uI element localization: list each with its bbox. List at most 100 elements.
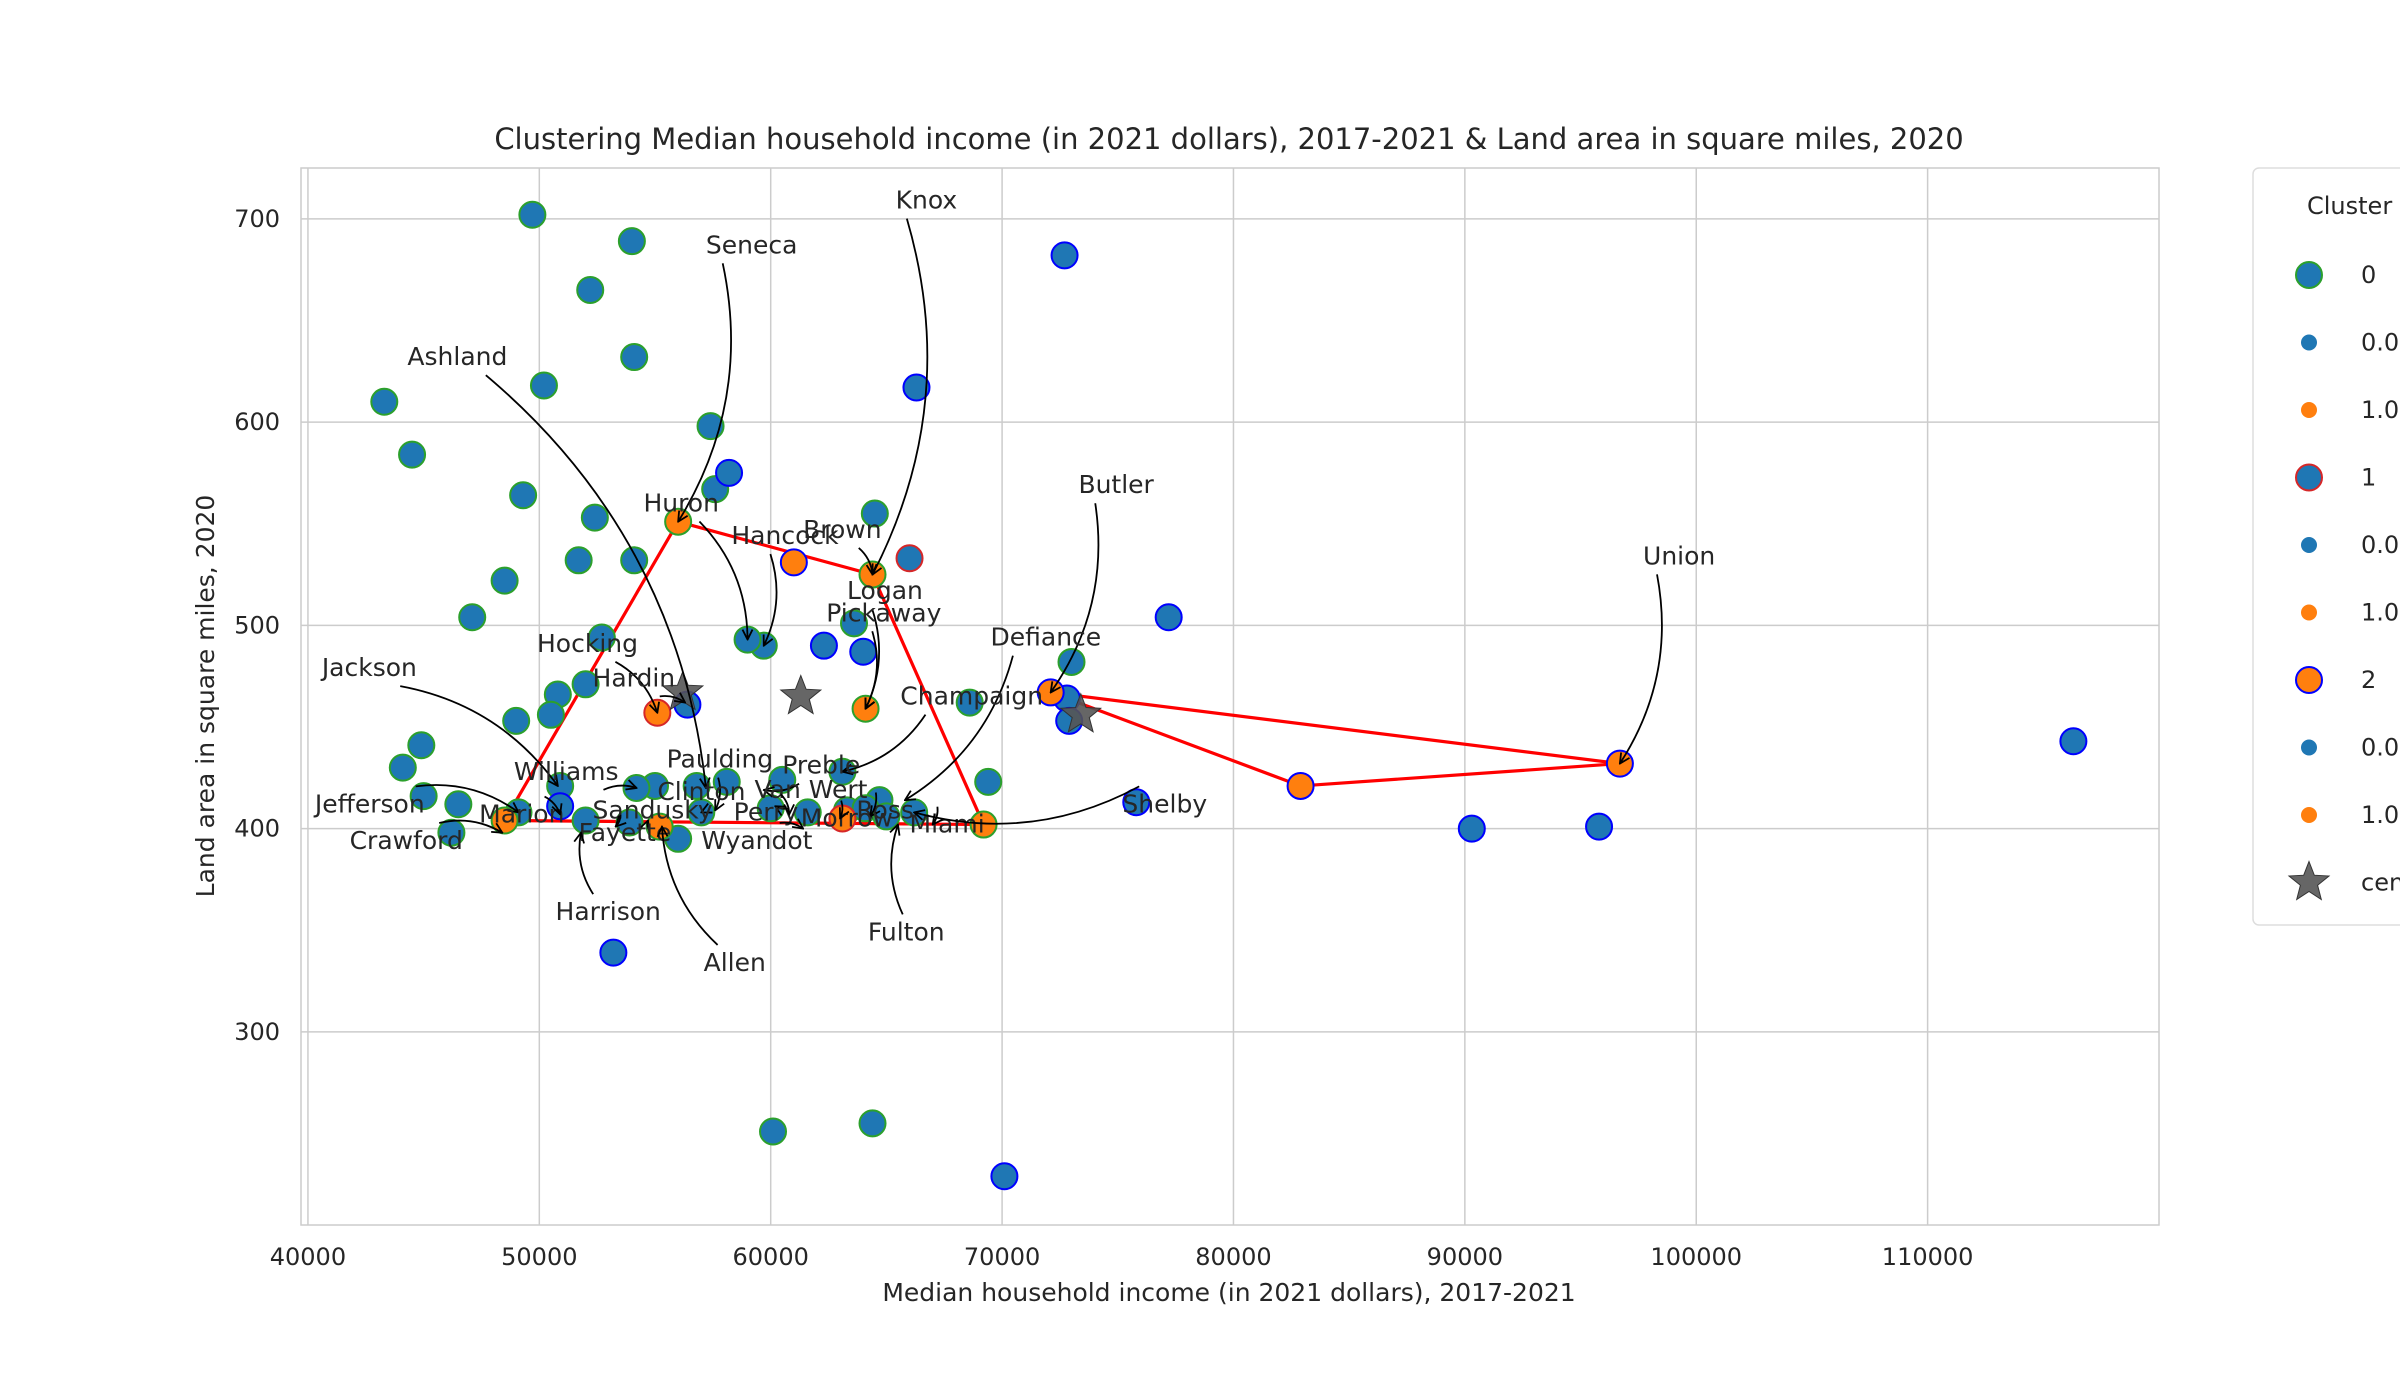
centroid-markers <box>661 670 1103 733</box>
data-point <box>576 275 605 304</box>
annotation-label: Hocking <box>537 629 638 658</box>
x-tick-label: 80000 <box>1195 1243 1271 1271</box>
annotation-label: Hardin <box>593 663 676 692</box>
annotation-arrow <box>891 825 904 915</box>
annotation-label: Ashland <box>407 342 507 371</box>
annotation-label: Jefferson <box>313 789 425 818</box>
annotation-label: Logan <box>847 576 923 605</box>
annotation-arrow <box>914 785 1140 825</box>
annotation-arrow <box>1051 503 1100 692</box>
annotation-label: Pickaway <box>826 598 941 627</box>
data-point <box>437 818 466 847</box>
data-point <box>990 1162 1019 1191</box>
data-point <box>715 458 744 487</box>
annotation-arrow <box>579 833 594 895</box>
annotation-label: Preble <box>782 751 860 780</box>
data-point <box>617 227 646 256</box>
data-point <box>2059 727 2088 756</box>
data-point <box>444 790 473 819</box>
annotation-arrow <box>678 263 732 521</box>
centroid-star <box>779 674 823 715</box>
legend-marker <box>2301 402 2317 418</box>
legend-label: 1.0 <box>2361 599 2399 627</box>
data-point <box>407 731 436 760</box>
x-axis-ticks: 40000 50000 60000 70000 80000 90000 100000 1100… <box>270 1243 1974 1271</box>
annotation-arrow <box>485 374 706 788</box>
data-point <box>809 631 838 660</box>
data-point <box>858 1109 887 1138</box>
y-tick-label: 700 <box>234 205 280 233</box>
annotation-label: Morrow <box>801 804 893 833</box>
data-point <box>1154 603 1183 632</box>
annotation-label: Huron <box>643 489 719 518</box>
data-point <box>518 200 547 229</box>
data-point <box>768 765 797 794</box>
annotation-label: Fayette <box>579 818 672 847</box>
annotation-label: Hancock <box>731 521 839 550</box>
annotation-arrow <box>780 793 789 814</box>
annotation-arrow <box>842 714 927 772</box>
annotation-arrow <box>647 820 648 828</box>
legend-star <box>2287 860 2331 901</box>
annotation-arrow <box>764 782 800 791</box>
annotation-label: Butler <box>1078 470 1154 499</box>
annotation-label: Allen <box>704 948 766 977</box>
legend-marker <box>2301 334 2317 351</box>
data-point <box>696 412 725 441</box>
data-point <box>1050 241 1079 270</box>
annotation-label: Clinton <box>657 777 745 806</box>
legend-marker <box>2301 807 2317 823</box>
annotation-arrow <box>715 777 720 811</box>
data-point <box>564 546 593 575</box>
annotation-arrow <box>1620 574 1663 763</box>
grid-lines <box>301 168 2159 1225</box>
data-point <box>502 706 531 735</box>
annotation-arrow <box>840 800 842 819</box>
x-axis-label: Median household income (in 2021 dollars… <box>882 1278 1575 1307</box>
data-point <box>458 603 487 632</box>
data-point <box>902 373 931 402</box>
annotation-label: Crawford <box>350 826 463 855</box>
x-tick-label: 70000 <box>964 1243 1040 1271</box>
annotation-arrow <box>544 795 561 815</box>
county-annotations: KnoxSenecaAshlandHuronHancockBrownLoganP… <box>313 186 1715 977</box>
data-point <box>860 499 889 528</box>
legend-label: 0.0 <box>2361 531 2399 559</box>
centroid-star <box>1059 692 1103 733</box>
annotation-label: Wyandot <box>701 826 812 855</box>
data-point <box>370 387 399 416</box>
annotation-arrow <box>659 696 685 703</box>
legend-marker <box>2301 537 2317 553</box>
annotation-arrow <box>866 631 878 708</box>
annotation-arrow <box>873 218 929 575</box>
data-point <box>974 767 1003 796</box>
data-point <box>779 548 808 577</box>
legend-frame <box>2252 167 2400 926</box>
plot-area <box>300 167 2160 1226</box>
data-point <box>409 782 438 811</box>
y-tick-label: 400 <box>234 815 280 843</box>
x-tick-label: 40000 <box>270 1243 346 1271</box>
annotation-label: Union <box>1643 541 1715 570</box>
chart-title: Clustering Median household income (in 2… <box>494 122 1963 156</box>
annotation-arrow <box>438 819 502 833</box>
annotation-label: Van Wert <box>755 775 868 804</box>
legend-label: 2 <box>2361 666 2376 694</box>
legend-marker <box>2301 604 2317 621</box>
x-tick-label: 90000 <box>1427 1243 1503 1271</box>
legend-marker <box>2295 666 2323 694</box>
annotation-arrow <box>400 685 558 786</box>
data-point <box>1457 814 1486 843</box>
annotation-label: Knox <box>896 186 958 215</box>
annotation-label: Marion <box>479 800 564 829</box>
annotation-arrow <box>764 553 778 646</box>
data-point <box>849 637 878 666</box>
legend-label: 1 <box>2361 464 2376 492</box>
x-tick-label: 110000 <box>1882 1243 1974 1271</box>
annotation-arrow <box>701 810 703 812</box>
legend-marker <box>2301 739 2317 756</box>
data-point <box>1286 771 1315 800</box>
annotation-arrow <box>614 660 657 713</box>
x-tick-label: 100000 <box>1650 1243 1742 1271</box>
